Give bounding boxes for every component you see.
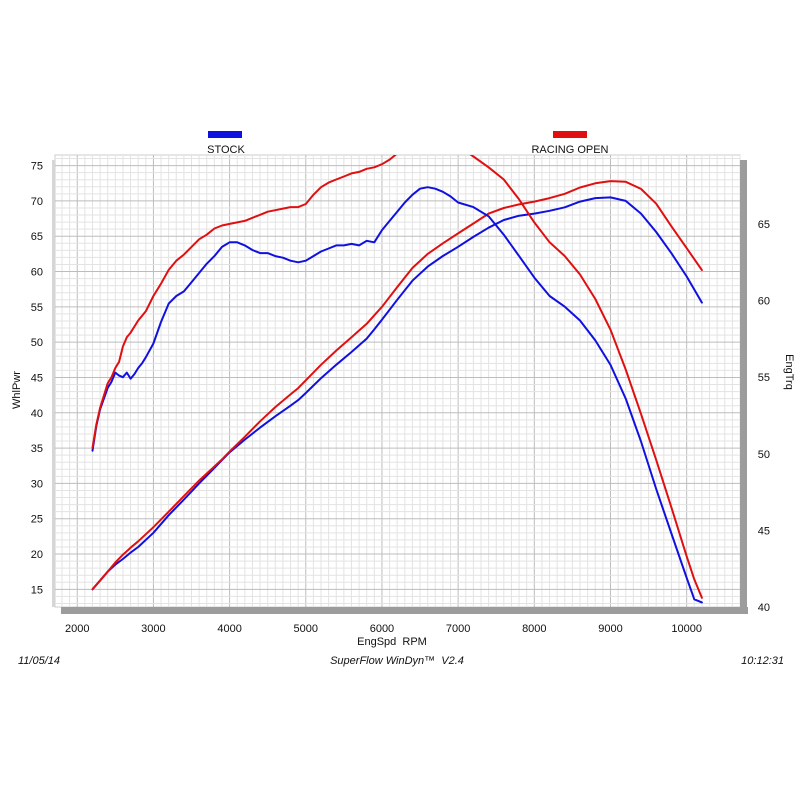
x-tick-label: 7000 [446,623,470,635]
y-left-tick-label: 25 [31,514,43,526]
y-right-axis-ticks: 40 45 50 55 60 65 [758,219,770,614]
x-tick-label: 8000 [522,623,546,635]
series-line-racing-open-engtrq [91,155,703,599]
y-right-tick-label: 55 [758,372,770,384]
y-right-tick-label: 50 [758,449,770,461]
series-line-stock-whlpwr [91,196,703,591]
legend: STOCK RACING OPEN [207,131,609,156]
x-tick-label: 2000 [65,623,89,635]
y-left-axis-label: WhlPwr [11,371,23,409]
x-tick-label: 3000 [141,623,165,635]
series-line-racing-open-whlpwr [91,180,703,591]
left-axis-bar [52,160,55,607]
y-left-tick-label: 35 [31,443,43,455]
x-axis-ticks: 2000 3000 4000 5000 6000 7000 8000 9000 10000 [65,623,702,635]
footer-software: SuperFlow WinDyn™ V2.4 [330,655,464,667]
legend-label-racing-open: RACING OPEN [531,144,608,156]
y-left-tick-label: 40 [31,408,43,420]
series-line-stock-engtrq [91,186,703,604]
y-left-tick-label: 15 [31,584,43,596]
y-left-tick-label: 20 [31,549,43,561]
y-left-tick-label: 30 [31,478,43,490]
y-right-tick-label: 65 [758,219,770,231]
x-tick-label: 5000 [294,623,318,635]
y-left-tick-label: 50 [31,337,43,349]
y-right-tick-label: 45 [758,525,770,537]
y-right-tick-label: 60 [758,296,770,308]
y-left-tick-label: 60 [31,267,43,279]
series-group [91,155,703,604]
footer-time: 10:12:31 [741,655,784,667]
right-axis-bar [740,160,747,612]
legend-label-stock: STOCK [207,144,245,156]
y-right-tick-label: 40 [758,602,770,614]
x-tick-label: 6000 [370,623,394,635]
legend-swatch-racing-open [553,131,587,138]
y-left-axis-ticks: 15 20 25 30 35 40 45 50 55 60 65 70 75 [31,161,43,597]
x-tick-label: 4000 [217,623,241,635]
y-left-tick-label: 65 [31,231,43,243]
x-tick-label: 10000 [671,623,702,635]
x-axis-label: EngSpd RPM [357,636,427,648]
y-left-tick-label: 55 [31,302,43,314]
y-left-tick-label: 75 [31,161,43,173]
legend-swatch-stock [208,131,242,138]
x-tick-label: 9000 [598,623,622,635]
footer-date: 11/05/14 [18,655,60,667]
y-left-tick-label: 70 [31,196,43,208]
y-left-tick-label: 45 [31,372,43,384]
y-right-axis-label: EngTrq [783,354,795,390]
x-axis-bar [61,607,748,614]
